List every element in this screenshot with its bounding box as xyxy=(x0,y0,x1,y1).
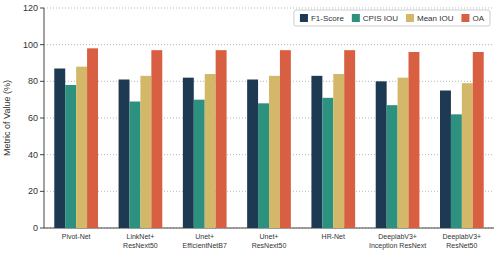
x-tick-label-line: ResNext50 xyxy=(123,242,158,249)
x-tick-label-line: ResNext50 xyxy=(252,242,287,249)
grid-line xyxy=(44,8,494,9)
grid xyxy=(44,8,494,228)
y-axis-label: Metric of Value (%) xyxy=(2,80,12,156)
y-tick xyxy=(40,118,44,119)
x-tick-label-line: EfficientNetB7 xyxy=(183,242,227,249)
y-tick-label: 40 xyxy=(28,150,38,160)
bar xyxy=(473,52,484,228)
x-tick-label-line: DeeplabV3+ xyxy=(442,233,481,241)
x-tick-label-line: Inception ResNext xyxy=(369,242,426,250)
y-tick xyxy=(40,44,44,45)
bar xyxy=(151,50,162,228)
axes: 0 20 40 60 80 100 120 xyxy=(23,3,494,233)
bar xyxy=(333,74,344,228)
bar xyxy=(205,74,216,228)
y-tick-label: 120 xyxy=(23,3,38,13)
bar xyxy=(451,114,462,228)
bar xyxy=(387,105,398,228)
x-tick-labels: Pivot-Net LinkNet+ ResNext50 Unet+ Efficient… xyxy=(62,233,481,250)
x-tick-label-line: ResNet50 xyxy=(446,242,477,249)
bar xyxy=(258,103,269,228)
legend-swatch xyxy=(406,14,414,22)
bars xyxy=(54,48,483,228)
chart-container: 0 20 40 60 80 100 120 Metric of Value (%) Pivot-… xyxy=(0,0,500,258)
bar xyxy=(269,76,280,228)
y-tick-label: 100 xyxy=(23,40,38,50)
y-tick xyxy=(40,228,44,229)
bar xyxy=(311,76,322,228)
legend-swatch xyxy=(352,14,360,22)
x-tick-label-line: HR-Net xyxy=(322,233,345,240)
bar xyxy=(183,78,194,228)
y-axis-line xyxy=(44,8,45,228)
legend-swatch xyxy=(461,14,469,22)
legend-swatch xyxy=(300,14,308,22)
y-tick xyxy=(40,154,44,155)
legend-item: CPIS IOU xyxy=(352,14,398,23)
bar xyxy=(462,83,473,228)
x-tick-label-line: DeeplabV3+ xyxy=(378,233,417,241)
background xyxy=(0,0,500,258)
y-tick-label: 0 xyxy=(33,223,38,233)
bar xyxy=(65,85,76,228)
legend-label: CPIS IOU xyxy=(363,14,398,23)
y-tick xyxy=(40,191,44,192)
x-tick-label-line: Unet+ xyxy=(195,233,214,240)
y-tick-label: 20 xyxy=(28,186,38,196)
bar xyxy=(398,78,409,228)
legend-item: F1-Score xyxy=(300,14,344,23)
bar xyxy=(280,50,291,228)
bar xyxy=(130,102,141,229)
y-tick-label: 60 xyxy=(28,113,38,123)
x-tick-label: Pivot-Net xyxy=(62,233,91,240)
bar xyxy=(76,67,87,228)
bar xyxy=(140,76,151,228)
legend-item: OA xyxy=(461,14,484,23)
x-tick-label: DeeplabV3+Inception ResNext xyxy=(369,233,426,250)
bar xyxy=(87,48,98,228)
x-tick-label: Unet+ EfficientNetB7 xyxy=(183,233,227,249)
legend: F1-Score CPIS IOU Mean IOU OA xyxy=(294,10,490,26)
y-tick xyxy=(40,8,44,9)
legend-label: OA xyxy=(472,14,484,23)
x-tick-label: DeeplabV3+ResNet50 xyxy=(442,233,481,249)
x-tick-label: Unet+ ResNext50 xyxy=(252,233,287,249)
legend-label: Mean IOU xyxy=(417,14,454,23)
y-tick-label: 80 xyxy=(28,76,38,86)
x-tick-label-line: Unet+ xyxy=(260,233,279,240)
x-tick-label-line: Pivot-Net xyxy=(62,233,91,240)
bar xyxy=(247,80,258,229)
bar xyxy=(54,69,65,229)
bar xyxy=(216,50,227,228)
bar xyxy=(194,100,205,228)
legend-label: F1-Score xyxy=(311,14,344,23)
legend-item: Mean IOU xyxy=(406,14,454,23)
grid-line xyxy=(44,44,494,45)
bar xyxy=(376,81,387,228)
bar xyxy=(322,98,333,228)
bar xyxy=(440,91,451,229)
x-tick-label: LinkNet+ ResNext50 xyxy=(123,233,158,249)
bar xyxy=(119,80,130,229)
chart-svg: 0 20 40 60 80 100 120 Metric of Value (%) Pivot-… xyxy=(0,0,500,258)
y-tick xyxy=(40,81,44,82)
bar xyxy=(409,52,420,228)
legend-frame xyxy=(294,10,490,26)
x-tick-label: HR-Net xyxy=(322,233,345,240)
x-tick-label-line: LinkNet+ xyxy=(127,233,155,240)
bar xyxy=(344,50,355,228)
